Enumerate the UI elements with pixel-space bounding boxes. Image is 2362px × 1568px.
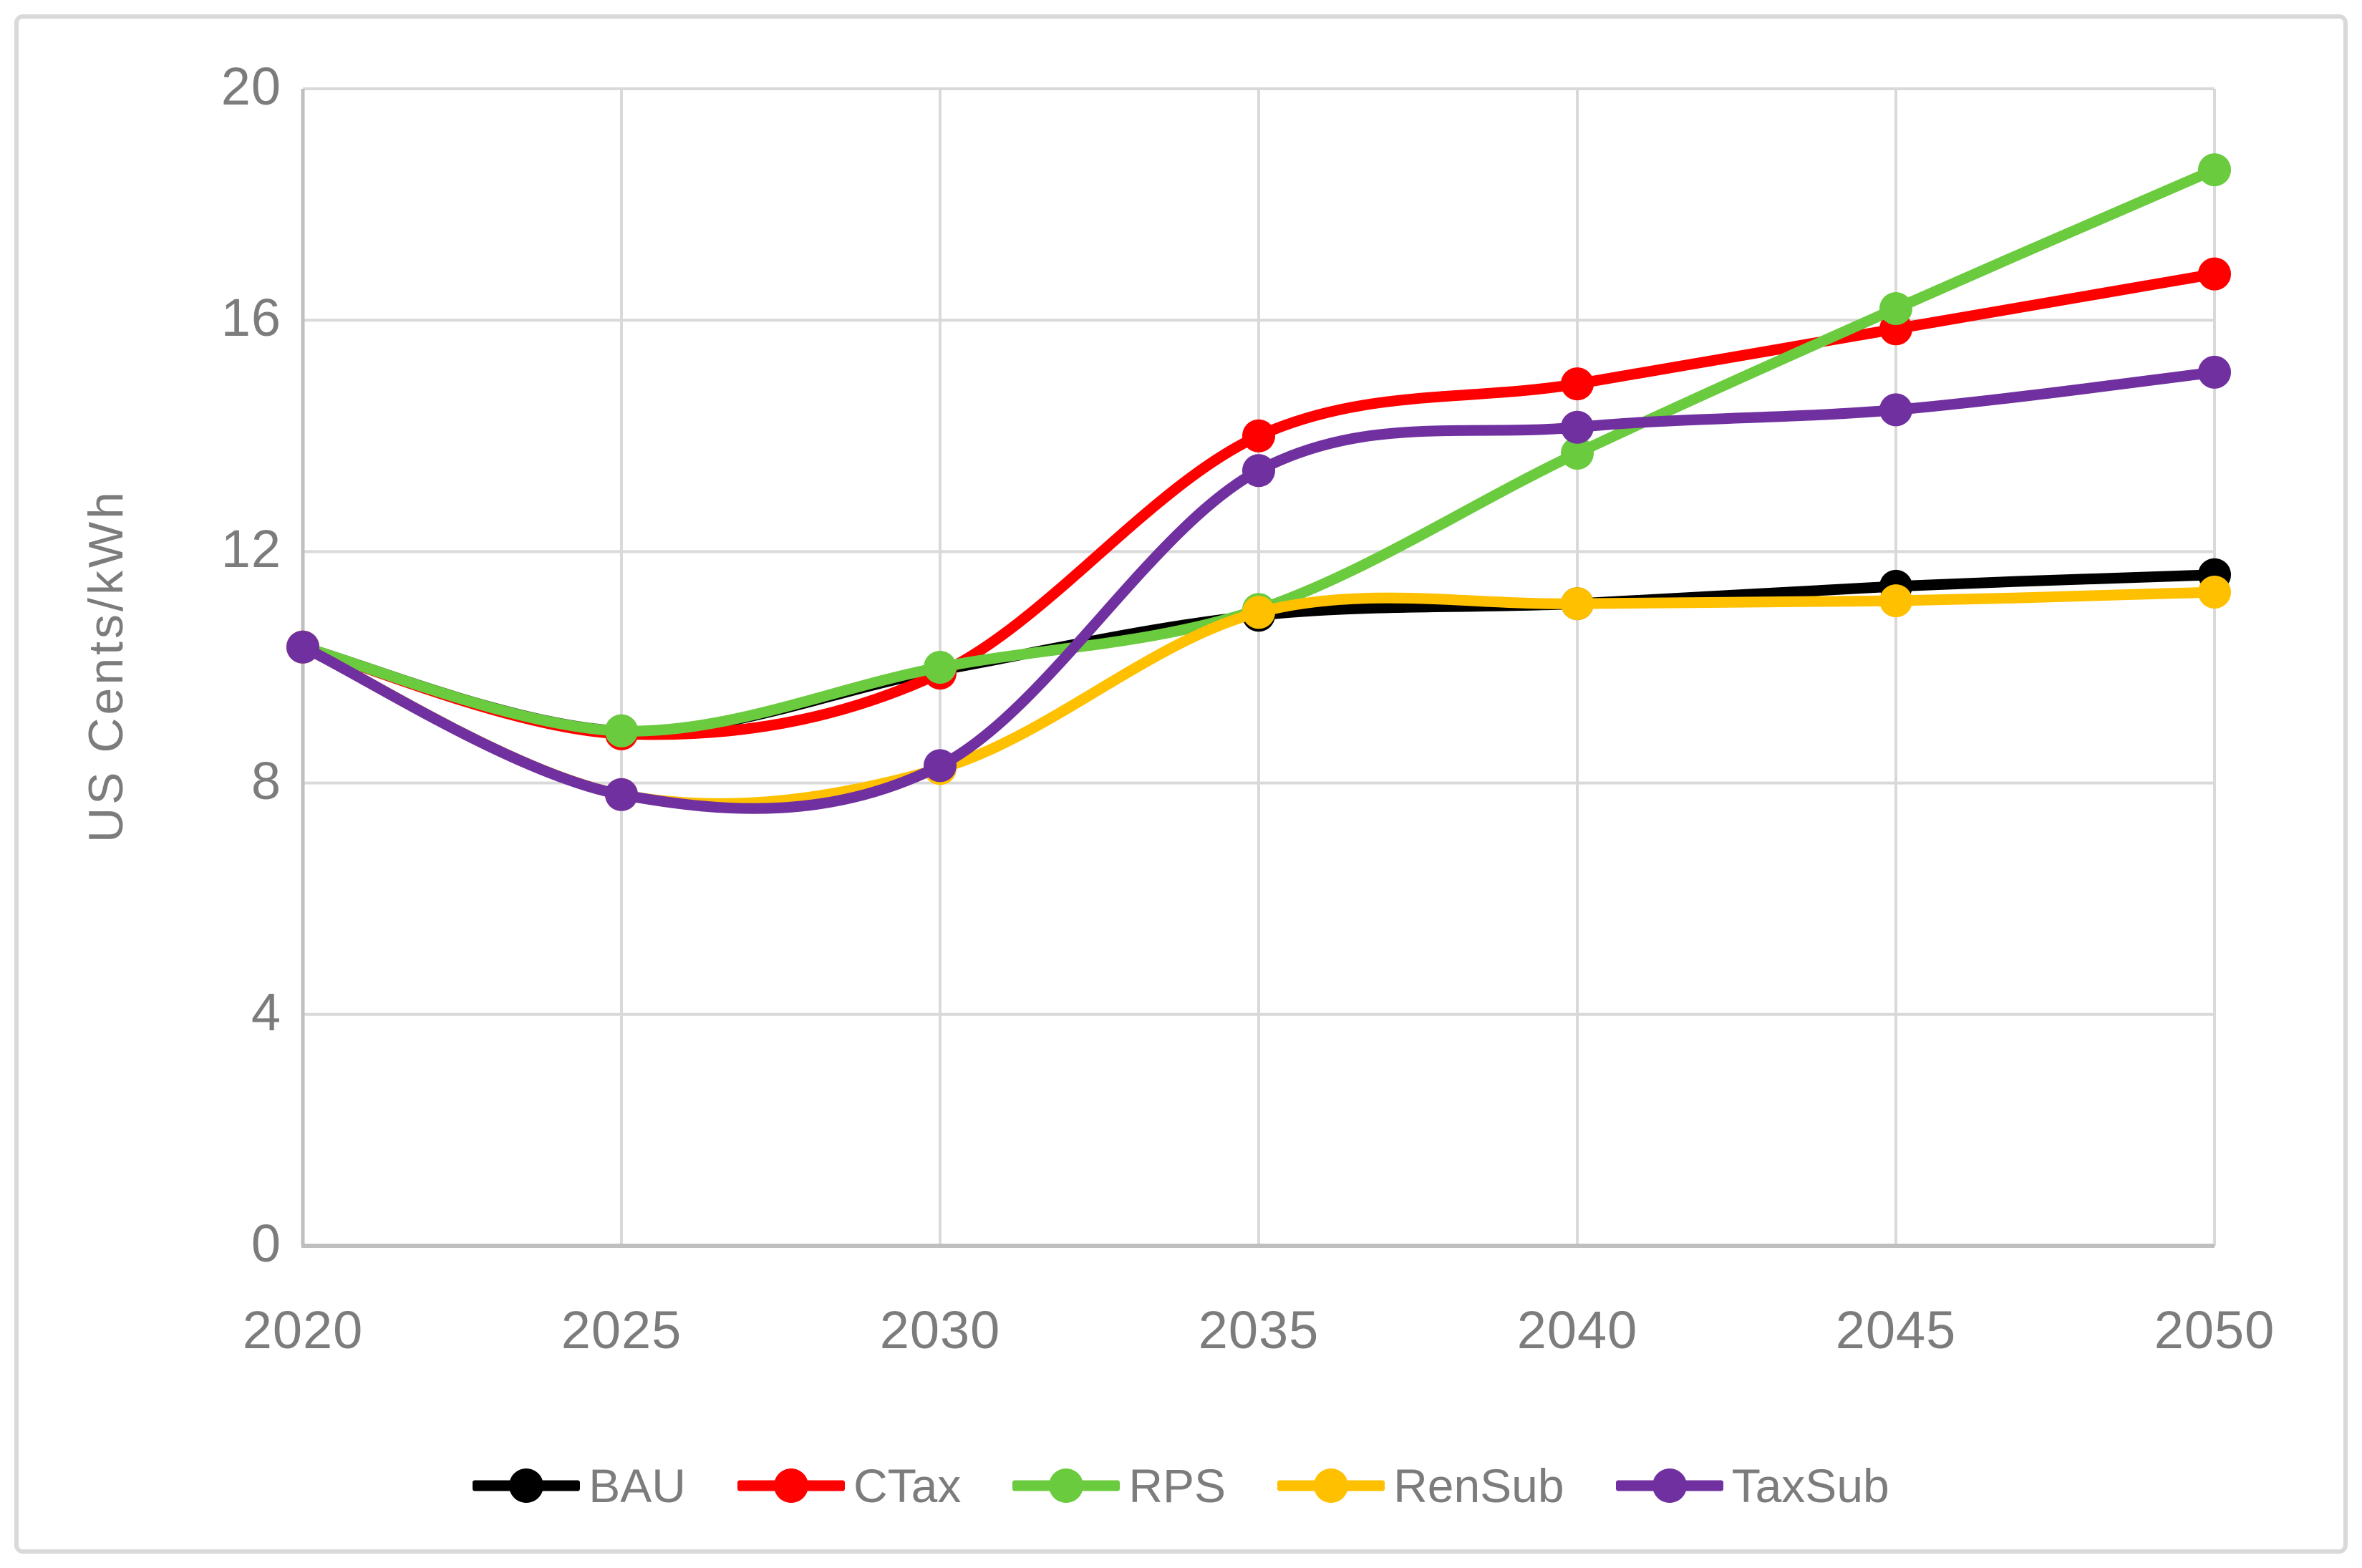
data-marker-RenSub [1561, 587, 1594, 621]
x-tick-label-2035: 2035 [1198, 1300, 1320, 1360]
y-tick-label-0: 0 [251, 1214, 281, 1274]
y-tick-label-16: 16 [221, 288, 281, 348]
y-tick-label-4: 4 [251, 982, 281, 1042]
x-tick-label-2045: 2045 [1835, 1300, 1957, 1360]
legend-key-icon [737, 1468, 845, 1504]
data-marker-TaxSub [1561, 410, 1594, 444]
y-tick-label-8: 8 [251, 750, 281, 810]
legend-key-marker [1652, 1468, 1687, 1503]
x-tick-label-2040: 2040 [1516, 1300, 1638, 1360]
data-marker-CTax [1561, 367, 1594, 401]
legend-item-RPS: RPS [1012, 1458, 1226, 1513]
legend-item-CTax: CTax [737, 1458, 961, 1513]
data-marker-RenSub [1879, 584, 1912, 618]
legend-label: CTax [853, 1459, 962, 1512]
legend-key-marker [1049, 1468, 1084, 1503]
legend-item-TaxSub: TaxSub [1615, 1458, 1889, 1513]
data-marker-TaxSub [286, 630, 319, 664]
data-marker-CTax [1242, 419, 1275, 453]
data-marker-RPS [1879, 292, 1912, 325]
x-tick-label-2050: 2050 [2154, 1300, 2275, 1360]
legend-key-icon [1012, 1468, 1121, 1504]
x-tick-label-2030: 2030 [879, 1300, 1001, 1360]
data-marker-RenSub [1242, 596, 1275, 629]
data-marker-TaxSub [2198, 355, 2231, 389]
x-tick-label-2025: 2025 [561, 1300, 682, 1360]
legend-item-RenSub: RenSub [1277, 1458, 1564, 1513]
series-TaxSub [286, 355, 2231, 814]
data-marker-TaxSub [1242, 454, 1275, 488]
x-tick-label-2020: 2020 [242, 1300, 364, 1360]
legend-key-marker [509, 1468, 544, 1503]
y-tick-label-12: 12 [221, 519, 281, 579]
data-marker-CTax [2198, 257, 2231, 291]
legend-label: BAU [589, 1459, 686, 1512]
y-axis-title: US Cents/kWh [79, 489, 133, 843]
y-tick-label-20: 20 [221, 57, 281, 117]
data-marker-RPS [924, 651, 957, 684]
legend: BAU CTax RPS RenSub TaxSub [0, 1453, 2362, 1518]
legend-item-BAU: BAU [473, 1458, 686, 1513]
data-marker-TaxSub [1879, 393, 1912, 427]
legend-key-marker [1314, 1468, 1349, 1503]
data-marker-RPS [1561, 437, 1594, 470]
legend-key-icon [1277, 1468, 1385, 1504]
data-marker-RPS [605, 714, 638, 747]
data-marker-TaxSub [924, 749, 957, 783]
data-marker-TaxSub [605, 778, 638, 811]
legend-label: TaxSub [1731, 1459, 1889, 1512]
legend-label: RPS [1128, 1459, 1226, 1512]
legend-label: RenSub [1393, 1459, 1564, 1512]
data-marker-RenSub [2198, 576, 2231, 609]
legend-key-icon [1615, 1468, 1723, 1504]
legend-key-icon [473, 1468, 581, 1504]
legend-key-marker [773, 1468, 808, 1503]
data-marker-RPS [2198, 153, 2231, 187]
